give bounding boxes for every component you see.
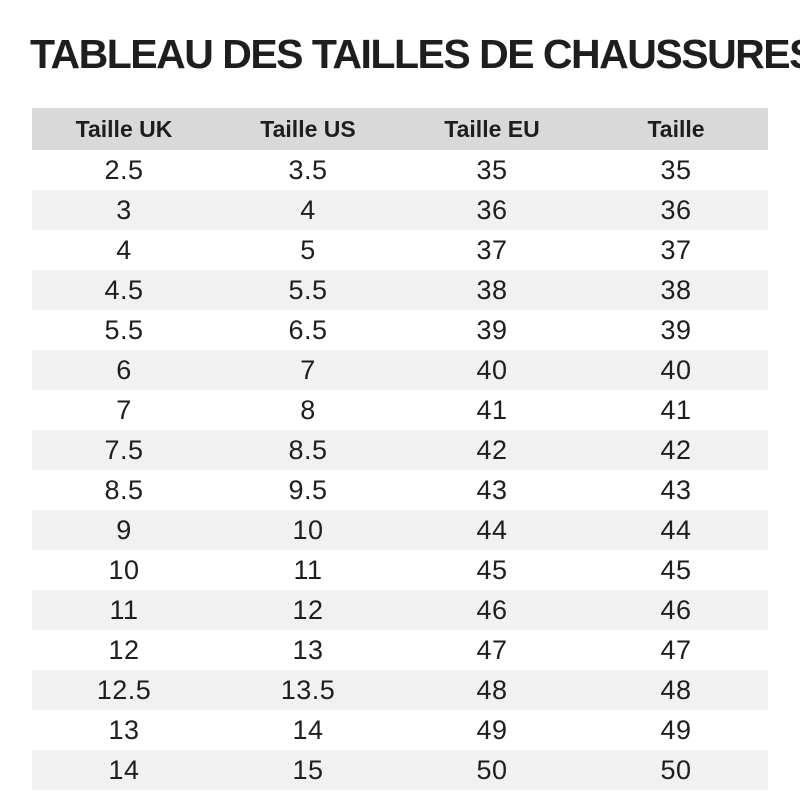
table-cell: 7 (116, 394, 132, 425)
header-cell-2: Taille EU (400, 108, 584, 150)
table-cell: 48 (660, 674, 692, 705)
table-cell: 12.5 (96, 674, 152, 705)
table-cell: 2.5 (104, 154, 144, 185)
table-cell: 11 (109, 594, 139, 625)
table-cell: 42 (660, 434, 692, 465)
table-cell: 45 (476, 554, 508, 585)
table-row: 10 11 45 45 (32, 550, 768, 590)
table-row: 7.5 8.5 42 42 (32, 430, 768, 470)
table-row: 7 8 41 41 (32, 390, 768, 430)
table-cell: 35 (476, 154, 508, 185)
table-cell: 4 (116, 234, 132, 265)
table-cell: 40 (660, 354, 692, 385)
table-cell: 6 (116, 354, 132, 385)
table-cell: 7 (300, 354, 316, 385)
table-cell: 47 (476, 634, 508, 665)
table-cell: 43 (476, 474, 508, 505)
table-cell: 6.5 (288, 314, 328, 345)
table-cell: 39 (660, 314, 692, 345)
size-table: Taille UK Taille US Taille EU Taille 2.5 3.5… (32, 108, 768, 790)
table-cell: 41 (476, 394, 508, 425)
table-cell: 4 (300, 194, 316, 225)
table-cell: 15 (292, 754, 324, 785)
header-row: Taille UK Taille US Taille EU Taille (32, 108, 768, 150)
table-cell: 7.5 (104, 434, 144, 465)
header-cell-0: Taille UK (32, 108, 216, 150)
table-row: 13 14 49 49 (32, 710, 768, 750)
table-cell: 40 (476, 354, 508, 385)
table-cell: 5 (300, 234, 316, 265)
table-cell: 49 (476, 714, 508, 745)
table-cell: 46 (476, 594, 508, 625)
table-cell: 5.5 (288, 274, 328, 305)
table-row: 2.5 3.5 35 35 (32, 150, 768, 190)
table-row: 9 10 44 44 (32, 510, 768, 550)
table-cell: 4.5 (104, 274, 144, 305)
table-row: 8.5 9.5 43 43 (32, 470, 768, 510)
table-cell: 49 (660, 714, 692, 745)
table-row: 12.5 13.5 48 48 (32, 670, 768, 710)
table-cell: 44 (476, 514, 508, 545)
table-cell: 50 (476, 754, 508, 785)
table-cell: 38 (660, 274, 692, 305)
table-cell: 37 (660, 234, 692, 265)
table-cell: 9.5 (288, 474, 328, 505)
table-cell: 50 (660, 754, 692, 785)
size-table-body: 2.5 3.5 35 35 3 4 36 36 4 5 37 37 4.5 5.5 38 38 5.5 6.5 39… (32, 150, 768, 790)
table-row: 4 5 37 37 (32, 230, 768, 270)
table-cell: 10 (292, 514, 324, 545)
table-row: 5.5 6.5 39 39 (32, 310, 768, 350)
table-cell: 3 (116, 194, 132, 225)
table-cell: 44 (660, 514, 692, 545)
header-cell-1: Taille US (216, 108, 400, 150)
table-cell: 42 (476, 434, 508, 465)
table-cell: 41 (660, 394, 692, 425)
table-cell: 12 (292, 594, 324, 625)
table-cell: 43 (660, 474, 692, 505)
table-cell: 38 (476, 274, 508, 305)
size-table-header: Taille UK Taille US Taille EU Taille (32, 108, 768, 150)
page-title: TABLEAU DES TAILLES DE CHAUSSURES (30, 31, 800, 77)
table-cell: 36 (660, 194, 692, 225)
table-row: 4.5 5.5 38 38 (32, 270, 768, 310)
table-cell: 46 (660, 594, 692, 625)
table-row: 14 15 50 50 (32, 750, 768, 790)
table-cell: 12 (108, 634, 140, 665)
table-cell: 8.5 (288, 434, 328, 465)
table-cell: 8.5 (104, 474, 144, 505)
table-cell: 5.5 (104, 314, 144, 345)
table-cell: 39 (476, 314, 508, 345)
table-row: 6 7 40 40 (32, 350, 768, 390)
table-row: 11 12 46 46 (32, 590, 768, 630)
table-cell: 48 (476, 674, 508, 705)
table-cell: 37 (476, 234, 508, 265)
table-cell: 14 (292, 714, 324, 745)
table-cell: 10 (108, 554, 140, 585)
table-row: 12 13 47 47 (32, 630, 768, 670)
table-cell: 14 (108, 754, 140, 785)
table-cell: 13.5 (280, 674, 336, 705)
table-cell: 9 (116, 514, 132, 545)
header-cell-3: Taille (584, 108, 768, 150)
table-cell: 36 (476, 194, 508, 225)
table-cell: 8 (300, 394, 316, 425)
table-cell: 13 (108, 714, 140, 745)
table-cell: 45 (660, 554, 692, 585)
table-row: 3 4 36 36 (32, 190, 768, 230)
table-cell: 47 (660, 634, 692, 665)
table-cell: 3.5 (288, 154, 328, 185)
table-cell: 13 (292, 634, 324, 665)
table-cell: 11 (293, 554, 323, 585)
table-cell: 35 (660, 154, 692, 185)
